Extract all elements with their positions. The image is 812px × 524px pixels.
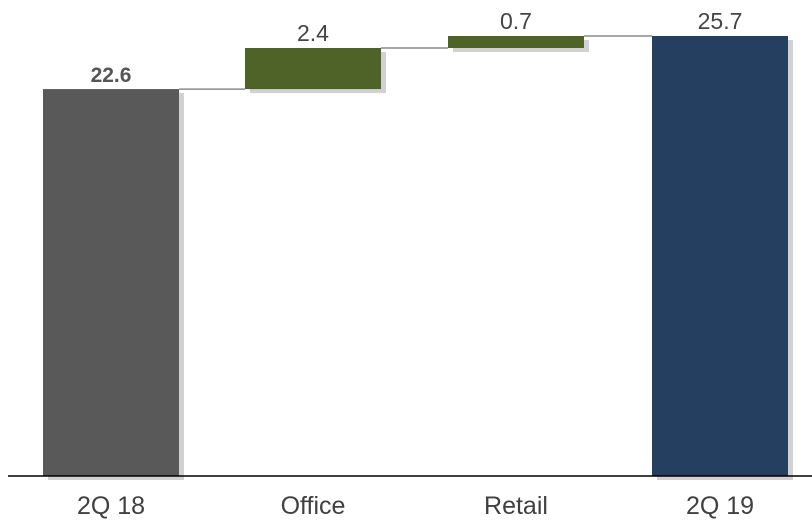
x-tick-labels: 2Q 18 Office Retail 2Q 19 — [77, 492, 754, 520]
x-tick-label: 2Q 19 — [686, 492, 754, 520]
value-labels: 22.6 2.4 0.7 25.7 — [91, 8, 743, 87]
bar-office — [245, 47, 381, 90]
value-label: 25.7 — [698, 8, 743, 34]
x-tick-label: Office — [281, 492, 346, 520]
bar-2q-18 — [43, 89, 179, 477]
value-label: 2.4 — [297, 20, 329, 46]
bar-retail — [448, 36, 584, 48]
bars — [43, 36, 788, 477]
x-tick-label: 2Q 18 — [77, 492, 145, 520]
connector-lines — [179, 35, 652, 90]
bar-2q-19 — [652, 36, 788, 476]
value-label: 22.6 — [91, 64, 132, 87]
value-label: 0.7 — [500, 8, 532, 34]
x-tick-label: Retail — [484, 492, 548, 520]
